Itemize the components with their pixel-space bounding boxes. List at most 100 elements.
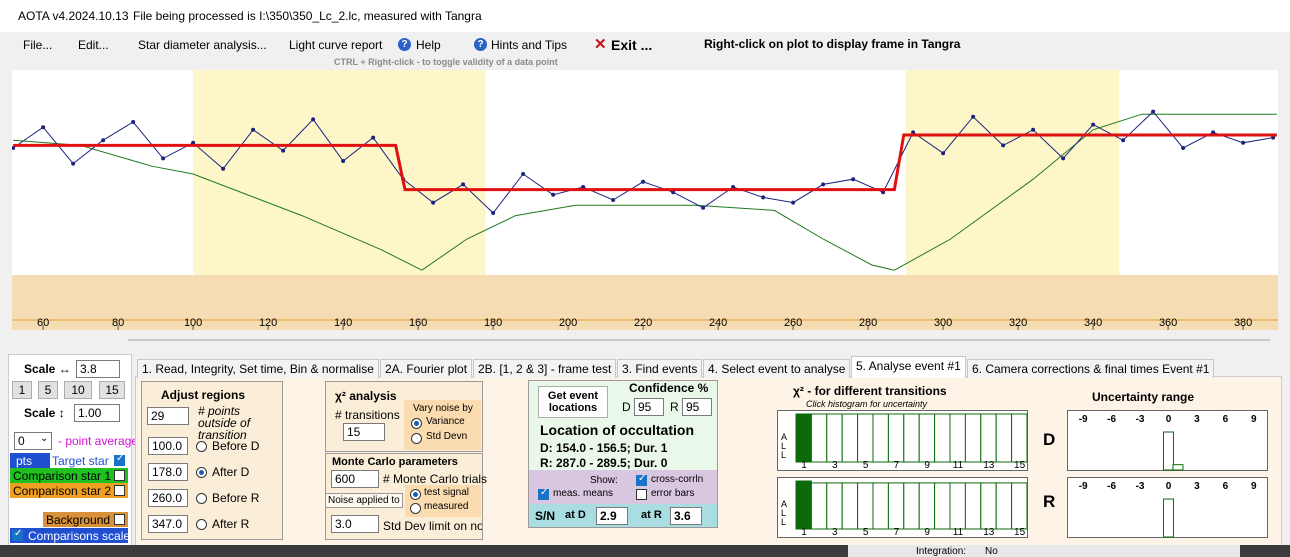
target-checkbox[interactable] [114, 453, 125, 466]
tab[interactable]: 2B. [1, 2 & 3] - frame test [473, 359, 617, 378]
comp2-checkbox[interactable] [114, 485, 125, 496]
tab[interactable]: 5. Analyse event #1 [851, 356, 966, 378]
target-point[interactable] [911, 130, 916, 135]
comp1-checkbox[interactable] [114, 470, 125, 481]
chi2-bar[interactable] [857, 482, 874, 530]
chi2-bar[interactable] [826, 482, 843, 530]
chi2-bar[interactable] [964, 413, 982, 463]
target-point[interactable] [581, 185, 586, 189]
region-input[interactable]: 100.0 [148, 437, 188, 455]
chi2-bar[interactable] [995, 413, 1013, 463]
chi2-bar[interactable] [810, 482, 828, 530]
average-select[interactable]: 0 [14, 432, 52, 450]
target-point[interactable] [431, 200, 436, 205]
scaled-checkbox[interactable] [12, 528, 23, 541]
chi2-bar[interactable] [841, 413, 859, 463]
target-point[interactable] [821, 182, 826, 187]
chi2-bar[interactable] [1011, 482, 1028, 530]
region-radio[interactable] [196, 519, 207, 530]
noise-radio[interactable] [411, 418, 422, 429]
chi2-bar[interactable] [995, 482, 1013, 530]
target-point[interactable] [1091, 122, 1096, 127]
menu-item[interactable]: Light curve report [289, 38, 383, 52]
scale-h-input[interactable]: 3.8 [76, 360, 120, 378]
transitions-input[interactable]: 15 [343, 423, 385, 441]
target-point[interactable] [1031, 127, 1036, 132]
target-point[interactable] [521, 172, 526, 176]
chi2-bar[interactable] [795, 480, 812, 530]
target-point[interactable] [251, 127, 256, 132]
get-events-button[interactable]: Get event locations [538, 386, 608, 418]
chi2-bar[interactable] [872, 413, 889, 463]
conf-d-input[interactable]: 95 [634, 398, 664, 416]
background-checkbox[interactable] [114, 514, 125, 525]
target-point[interactable] [1211, 130, 1216, 135]
chi2-bar[interactable] [949, 413, 966, 463]
chi2-bar[interactable] [841, 482, 859, 530]
chi2-bar[interactable] [949, 482, 966, 530]
region-radio[interactable] [196, 441, 207, 452]
chi2-bar[interactable] [903, 413, 920, 463]
noise-applied-radio[interactable] [410, 489, 421, 500]
tab[interactable]: 6. Camera corrections & final times Even… [967, 359, 1215, 378]
target-point[interactable] [1151, 109, 1156, 114]
target-point[interactable] [281, 148, 286, 153]
tab[interactable]: 1. Read, Integrity, Set time, Bin & norm… [137, 359, 379, 378]
target-point[interactable] [491, 211, 496, 215]
chi2-bar[interactable] [964, 482, 982, 530]
target-point[interactable] [881, 190, 886, 195]
scale-button[interactable]: 15 [99, 381, 125, 399]
scale-button[interactable]: 10 [64, 381, 92, 399]
chi2-histograms[interactable]: A L L1 3 5 7 9 11 13 15A L L1 3 5 7 9 11 13 15 [777, 410, 1029, 540]
menu-item[interactable]: Help [416, 38, 441, 52]
region-radio[interactable] [196, 493, 207, 504]
chi2-bar[interactable] [903, 482, 920, 530]
target-point[interactable] [791, 200, 796, 205]
chi2-bar[interactable] [980, 413, 997, 463]
target-point[interactable] [971, 114, 976, 119]
menu-item[interactable]: Hints and Tips [491, 38, 568, 52]
trials-input[interactable]: 600 [331, 470, 379, 488]
chi2-bar[interactable] [918, 413, 936, 463]
target-point[interactable] [12, 146, 16, 150]
menu-item[interactable]: Exit ... [611, 37, 653, 53]
chi2-bar[interactable] [872, 482, 889, 530]
target-point[interactable] [1061, 156, 1066, 161]
errors-checkbox[interactable] [636, 489, 647, 500]
menu-item[interactable]: File... [23, 38, 53, 52]
region-input[interactable]: 260.0 [148, 489, 188, 507]
conf-r-input[interactable]: 95 [682, 398, 712, 416]
target-point[interactable] [731, 185, 736, 189]
target-point[interactable] [101, 138, 106, 143]
target-point[interactable] [671, 190, 676, 195]
chi2-bar[interactable] [795, 413, 812, 463]
tab[interactable]: 2A. Fourier plot [380, 359, 473, 378]
noise-applied-radio[interactable] [410, 503, 421, 514]
chi2-bar[interactable] [810, 413, 828, 463]
target-point[interactable] [461, 182, 466, 187]
cross-checkbox[interactable] [636, 473, 647, 486]
target-point[interactable] [341, 159, 346, 163]
target-point[interactable] [221, 166, 226, 171]
target-point[interactable] [611, 198, 616, 202]
target-point[interactable] [71, 161, 76, 166]
scale-button[interactable]: 5 [38, 381, 58, 399]
chi2-bar[interactable] [857, 413, 874, 463]
chi2-bar[interactable] [934, 413, 951, 463]
scrollbar[interactable] [128, 339, 1270, 341]
target-point[interactable] [131, 120, 136, 124]
target-point[interactable] [761, 195, 766, 200]
std-limit-input[interactable]: 3.0 [331, 515, 379, 533]
tab[interactable]: 4. Select event to analyse [703, 359, 851, 378]
target-point[interactable] [1241, 140, 1246, 145]
means-checkbox[interactable] [538, 487, 549, 500]
scale-button[interactable]: 1 [12, 381, 32, 399]
target-point[interactable] [1181, 146, 1186, 150]
target-point[interactable] [701, 205, 706, 210]
light-curve-plot[interactable]: 60 80 100 120 140 160 180 200 220 240 260 280 300 320… [12, 70, 1278, 330]
target-point[interactable] [311, 117, 316, 122]
chi2-bar[interactable] [887, 482, 905, 530]
chi2-bar[interactable] [1011, 413, 1028, 463]
target-point[interactable] [551, 192, 556, 197]
region-input[interactable]: 347.0 [148, 515, 188, 533]
